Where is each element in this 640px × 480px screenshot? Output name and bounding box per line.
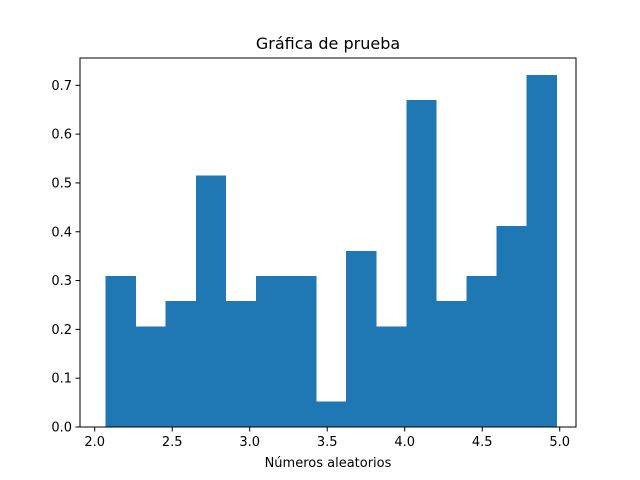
histogram-bar: [180, 301, 197, 427]
y-tick-label: 0.3: [51, 274, 72, 289]
histogram-bar: [270, 276, 287, 427]
histogram-bar: [331, 401, 347, 427]
histogram-bar: [436, 301, 452, 427]
histogram-bar: [135, 326, 152, 427]
x-tick-label: 4.5: [472, 435, 493, 450]
y-tick-label: 0.7: [51, 79, 72, 94]
axes-spines: [79, 57, 577, 428]
histogram-bar: [316, 401, 332, 427]
y-tick-label: 0.6: [51, 128, 72, 143]
x-tick-label: 3.5: [317, 435, 338, 450]
histogram-bar: [240, 301, 257, 427]
histogram-bar: [391, 326, 407, 427]
x-axis-ticks: 2.0 2.5 3.0 3.5 4.0 4.5 5.0: [84, 427, 570, 450]
histogram-bar: [421, 99, 437, 427]
x-tick-label: 3.0: [239, 435, 260, 450]
histogram-bar: [541, 75, 557, 427]
x-tick-label: 2.0: [84, 435, 105, 450]
histogram-bar: [466, 276, 482, 427]
histogram-bar: [255, 276, 272, 427]
y-tick-label: 0.1: [51, 372, 72, 387]
histogram-bar: [346, 250, 362, 427]
histogram-bar: [376, 326, 392, 427]
histogram-bar: [195, 175, 212, 427]
histogram-bar: [496, 225, 512, 427]
histogram-bar: [481, 276, 497, 427]
histogram-bar: [210, 175, 227, 427]
x-tick-label: 5.0: [549, 435, 570, 450]
histogram-bar: [361, 250, 377, 427]
histogram-bar: [165, 301, 182, 427]
bars-group: [105, 75, 557, 427]
y-tick-label: 0.0: [51, 421, 72, 436]
histogram-bar: [225, 301, 242, 427]
histogram-bar: [286, 276, 302, 427]
axes-frame: [79, 57, 577, 428]
y-tick-label: 0.4: [51, 225, 72, 240]
y-axis-ticks: 0.0 0.1 0.2 0.3 0.4 0.5 0.6 0.7: [51, 79, 80, 436]
histogram-bar: [120, 276, 136, 427]
histogram-bar: [301, 276, 317, 427]
x-axis-label: Números aleatorios: [265, 456, 392, 471]
histogram-bar: [511, 225, 527, 427]
y-tick-label: 0.2: [51, 323, 72, 338]
x-tick-label: 2.5: [162, 435, 183, 450]
histogram-bar: [105, 276, 121, 427]
histogram-bar: [451, 301, 467, 427]
y-tick-label: 0.5: [51, 176, 72, 191]
histogram-bar: [526, 75, 542, 427]
chart-title: Gráfica de prueba: [256, 34, 400, 53]
x-tick-label: 4.0: [394, 435, 415, 450]
histogram-bar: [150, 326, 167, 427]
histogram-bar: [406, 99, 422, 427]
